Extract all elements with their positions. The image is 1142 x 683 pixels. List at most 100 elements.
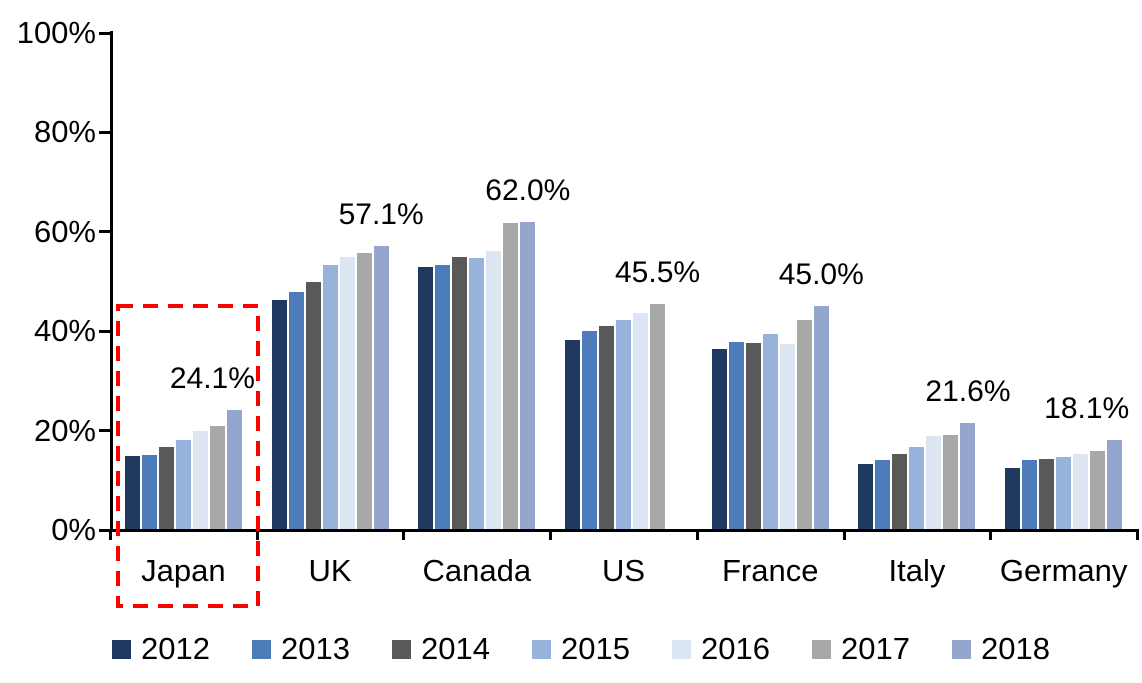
value-label-italy: 21.6%: [925, 374, 1011, 408]
bar-canada-2017: [503, 223, 519, 530]
category-label-uk: UK: [308, 553, 352, 588]
legend-label-2012: 2012: [141, 631, 210, 666]
bar-uk-2014: [305, 281, 321, 530]
x-axis-tick: [402, 529, 406, 540]
y-axis-tick: [99, 31, 112, 35]
y-axis-line: [110, 31, 113, 532]
x-axis-tick: [549, 529, 553, 540]
bar-canada-2018: [520, 221, 536, 530]
bar-france-2016: [779, 344, 795, 530]
x-axis-tick: [109, 529, 112, 540]
category-label-france: France: [721, 553, 819, 588]
bar-canada-2016: [486, 250, 502, 530]
bar-italy-2012: [858, 463, 874, 530]
bar-france-2012: [711, 348, 727, 530]
bar-japan-2013: [141, 455, 157, 530]
bar-italy-2017: [943, 435, 959, 530]
bar-uk-2012: [271, 299, 287, 530]
bar-italy-2015: [909, 446, 925, 530]
y-axis-tick: [99, 429, 112, 433]
y-axis-tick: [99, 130, 112, 134]
bar-japan-2015: [175, 440, 191, 530]
bar-uk-2015: [322, 265, 338, 530]
category-label-germany: Germany: [999, 553, 1128, 588]
bar-uk-2018: [373, 246, 389, 530]
bar-italy-2014: [892, 453, 908, 530]
y-axis-tick-label: 100%: [16, 15, 96, 50]
category-label-us: US: [601, 553, 646, 588]
legend-swatch-2014: [392, 639, 411, 659]
value-label-canada: 62.0%: [485, 173, 571, 207]
y-axis-tick: [99, 329, 112, 333]
y-axis-tick: [99, 230, 112, 234]
legend-swatch-2015: [532, 639, 551, 659]
bar-italy-2018: [960, 422, 976, 530]
value-label-japan: 24.1%: [169, 362, 255, 396]
bar-japan-2016: [192, 431, 208, 530]
legend-swatch-2018: [952, 639, 971, 659]
legend-label-2016: 2016: [701, 631, 770, 666]
bar-germany-2012: [1005, 467, 1021, 530]
category-label-japan: Japan: [141, 553, 226, 588]
bar-uk-2016: [339, 257, 355, 530]
x-axis-tick: [1136, 529, 1139, 540]
bar-france-2017: [796, 319, 812, 530]
bar-france-2015: [762, 334, 778, 530]
bar-germany-2014: [1039, 459, 1055, 530]
legend-swatch-2017: [812, 639, 831, 659]
legend-label-2015: 2015: [561, 631, 630, 666]
bar-us-2015: [616, 319, 632, 530]
bar-germany-2015: [1056, 456, 1072, 530]
bar-us-2016: [633, 313, 649, 530]
bar-france-2014: [745, 342, 761, 530]
y-axis-tick-label: 40%: [33, 313, 96, 349]
bar-germany-2017: [1090, 451, 1106, 530]
x-axis-line: [108, 529, 1139, 532]
legend-item-2018: 2018: [952, 633, 1092, 665]
value-label-germany: 18.1%: [1044, 392, 1130, 426]
bar-canada-2012: [418, 266, 434, 530]
bar-us-2013: [582, 331, 598, 530]
bar-italy-2013: [875, 459, 891, 530]
value-label-uk: 57.1%: [338, 198, 424, 232]
legend-swatch-2016: [672, 639, 691, 659]
category-label-canada: Canada: [422, 553, 532, 588]
bar-us-2012: [565, 339, 581, 530]
bar-uk-2017: [356, 252, 372, 530]
y-axis-tick-label: 20%: [33, 412, 96, 448]
bar-japan-2017: [209, 425, 225, 530]
legend: 2012 2013 2014 2015 2016 2017 2018: [112, 633, 1092, 665]
value-label-france: 45.0%: [778, 258, 864, 292]
legend-label-2018: 2018: [981, 631, 1050, 666]
bar-canada-2014: [452, 256, 468, 530]
y-axis-tick-label: 60%: [33, 213, 96, 249]
y-axis-tick-label: 0%: [51, 512, 96, 547]
legend-item-2015: 2015: [532, 633, 672, 665]
bar-france-2013: [728, 342, 744, 530]
bar-us-2017: [650, 303, 666, 530]
x-axis-tick: [842, 529, 846, 540]
bar-canada-2013: [435, 264, 451, 530]
bar-japan-2014: [158, 447, 174, 530]
legend-item-2014: 2014: [392, 633, 532, 665]
bar-germany-2016: [1073, 454, 1089, 530]
value-label-us: 45.5%: [614, 255, 701, 289]
legend-label-2017: 2017: [841, 631, 910, 666]
bar-uk-2013: [288, 291, 304, 530]
legend-item-2016: 2016: [672, 633, 812, 665]
category-label-italy: Italy: [888, 553, 946, 588]
legend-item-2012: 2012: [112, 633, 252, 665]
legend-label-2014: 2014: [421, 631, 490, 666]
bar-canada-2015: [469, 257, 485, 530]
bar-france-2018: [813, 306, 829, 530]
bar-japan-2012: [124, 456, 140, 530]
y-axis-tick-label: 80%: [33, 114, 96, 150]
y-axis-tick: [99, 528, 112, 532]
bar-us-2014: [599, 325, 615, 530]
bar-germany-2013: [1022, 460, 1038, 530]
legend-swatch-2013: [252, 639, 271, 659]
x-axis-tick: [989, 529, 993, 540]
legend-item-2013: 2013: [252, 633, 392, 665]
legend-swatch-2012: [112, 639, 131, 659]
